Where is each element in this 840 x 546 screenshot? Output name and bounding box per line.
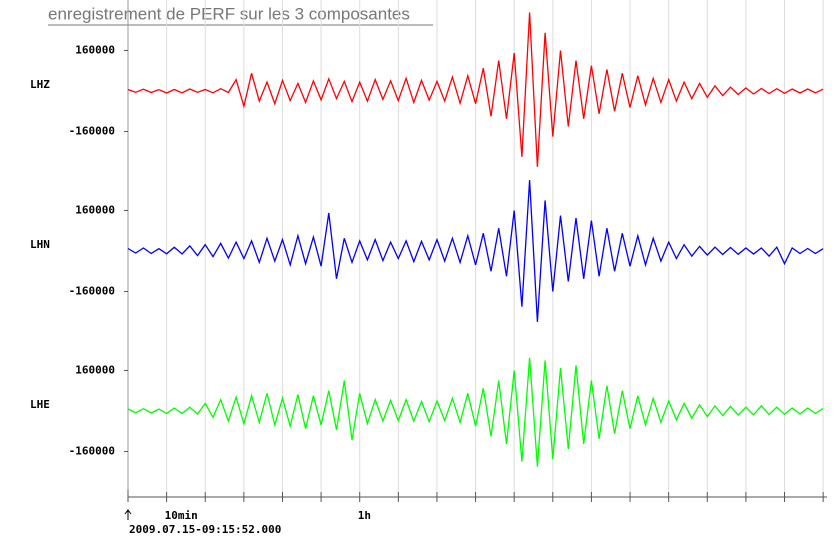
start-time: 2009.07.15-09:15:52.000	[129, 523, 281, 536]
series-label: LHE	[30, 398, 50, 411]
y-tick-label: 160000	[75, 364, 115, 377]
y-tick-label: -160000	[69, 125, 115, 138]
x-tick-label: 10min	[165, 509, 198, 522]
y-tick-label: -160000	[69, 445, 115, 458]
y-tick-label: 160000	[75, 204, 115, 217]
trace	[127, 12, 824, 167]
trace	[127, 180, 824, 322]
trace	[127, 357, 824, 467]
series-label: LHN	[30, 238, 50, 251]
x-tick-label: 1h	[358, 509, 371, 522]
y-tick-label: 160000	[75, 44, 115, 57]
start-arrow	[124, 509, 132, 520]
series-label: LHZ	[30, 78, 50, 91]
chart-title: enregistrement de PERF sur les 3 composa…	[48, 4, 410, 23]
y-tick-label: -160000	[69, 285, 115, 298]
